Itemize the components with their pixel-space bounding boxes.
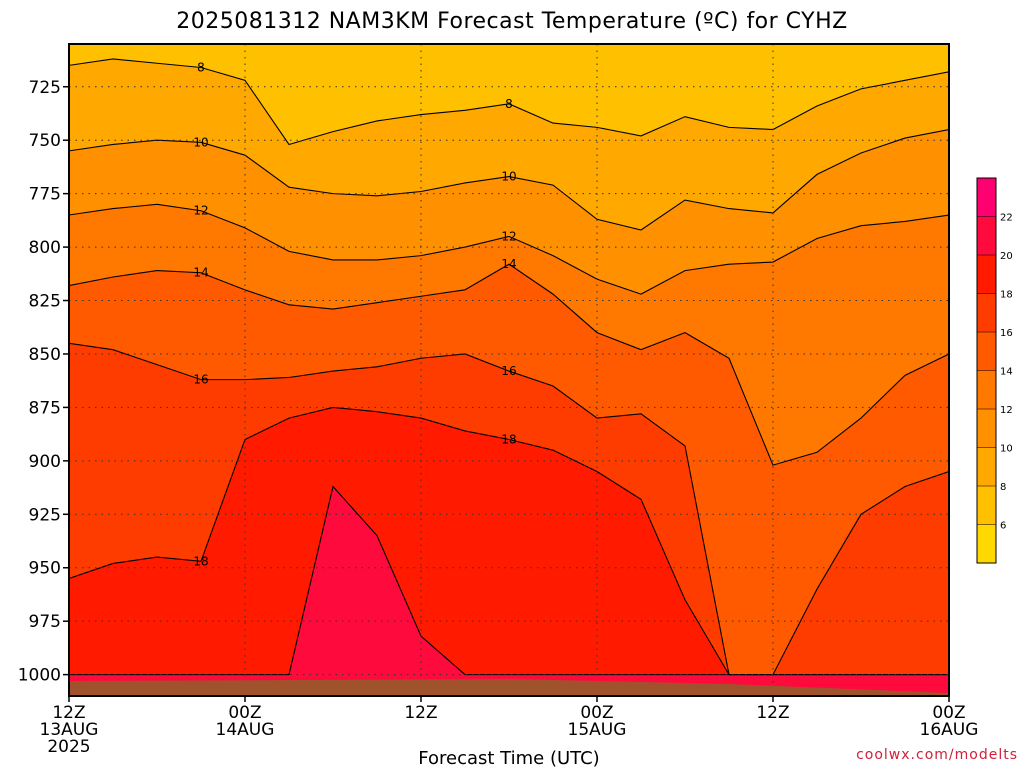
colorbar-label: 18 — [1000, 290, 1013, 301]
isotherm-14 — [69, 263, 949, 466]
y-tick-label: 950 — [29, 559, 61, 579]
isotherm-label-14: 14 — [501, 257, 516, 271]
colorbar-swatch — [977, 178, 996, 217]
isotherm-label-10: 10 — [193, 135, 208, 149]
isotherm-10 — [69, 128, 949, 231]
colorbar-swatch — [977, 332, 996, 371]
x-tick-label: 13AUG — [40, 720, 99, 740]
x-tick-label: 00Z — [580, 703, 613, 723]
colorbar-swatch — [977, 216, 996, 256]
y-tick-label: 875 — [29, 398, 61, 418]
isotherm-label-18: 18 — [193, 554, 208, 568]
y-tick-label: 725 — [29, 78, 61, 98]
plot-frame — [68, 43, 950, 697]
colorbar-swatch — [977, 447, 996, 487]
x-tick-label: 14AUG — [216, 720, 275, 740]
plot-area — [69, 44, 949, 696]
isotherm-label-8: 8 — [197, 61, 205, 75]
isotherm-label-10: 10 — [501, 170, 516, 184]
isotherm-20 — [69, 485, 949, 676]
y-tick-label: 825 — [29, 292, 61, 312]
colorbar: 6 8 10 12 14 16 18 20 22 — [976, 177, 1013, 564]
colorbar-swatch — [977, 370, 996, 410]
y-tick-label: 850 — [29, 345, 61, 365]
colorbar-swatch — [977, 409, 996, 448]
x-tick-label: 15AUG — [568, 720, 627, 740]
isotherm-label-8: 8 — [505, 97, 513, 111]
colorbar-swatch — [977, 293, 996, 333]
x-tick-label: 12Z — [404, 703, 437, 723]
colorbar-swatch — [977, 486, 996, 525]
y-tick-label: 750 — [29, 131, 61, 151]
isotherm-8 — [69, 58, 949, 146]
colorbar-label: 14 — [1000, 367, 1013, 378]
isotherm-16 — [69, 342, 949, 676]
x-tick-label: 00Z — [932, 703, 965, 723]
colorbar-label: 20 — [1000, 251, 1013, 262]
isotherm-label-12: 12 — [501, 229, 516, 243]
x-tick-label: 16AUG — [920, 720, 979, 740]
x-axis-label: Forecast Time (UTC) — [418, 748, 599, 768]
grid-lines — [69, 44, 949, 696]
y-tick-label: 975 — [29, 612, 61, 632]
colorbar-swatch — [977, 524, 996, 564]
colorbar-swatch — [977, 255, 996, 294]
colorbar-label: 10 — [1000, 444, 1013, 455]
temperature-fills — [69, 44, 949, 696]
x-tick-label: 12Z — [52, 703, 85, 723]
credit-text: coolwx.com/modelts — [856, 747, 1018, 763]
isotherm-label-18: 18 — [501, 432, 516, 446]
isotherm-12 — [69, 203, 949, 295]
ground-terrain — [69, 679, 949, 696]
x-tick-label: 12Z — [756, 703, 789, 723]
contour-labels: 8 8 10 10 12 12 14 14 16 16 18 18 — [193, 61, 516, 569]
band-above-18 — [69, 407, 949, 696]
isotherm-label-12: 12 — [193, 204, 208, 218]
colorbar-label: 22 — [1000, 213, 1013, 224]
isotherm-contours — [69, 58, 949, 676]
isotherm-label-16: 16 — [501, 364, 516, 378]
y-tick-label: 800 — [29, 238, 61, 258]
colorbar-label: 16 — [1000, 328, 1013, 339]
y-axis: 725 750 775 800 825 850 875 900 925 950 975 1000 — [18, 78, 69, 686]
chart-title: 2025081312 NAM3KM Forecast Temperature (… — [176, 9, 847, 34]
y-tick-label: 1000 — [18, 666, 61, 686]
x-tick-label: 00Z — [228, 703, 261, 723]
y-tick-label: 900 — [29, 452, 61, 472]
colorbar-label: 12 — [1000, 405, 1013, 416]
colorbar-label: 8 — [1000, 482, 1006, 493]
isotherm-label-16: 16 — [193, 373, 208, 387]
y-tick-label: 775 — [29, 185, 61, 205]
x-tick-label: 2025 — [47, 737, 90, 757]
isotherm-label-14: 14 — [193, 266, 208, 280]
colorbar-label: 6 — [1000, 521, 1006, 532]
y-tick-label: 925 — [29, 505, 61, 525]
